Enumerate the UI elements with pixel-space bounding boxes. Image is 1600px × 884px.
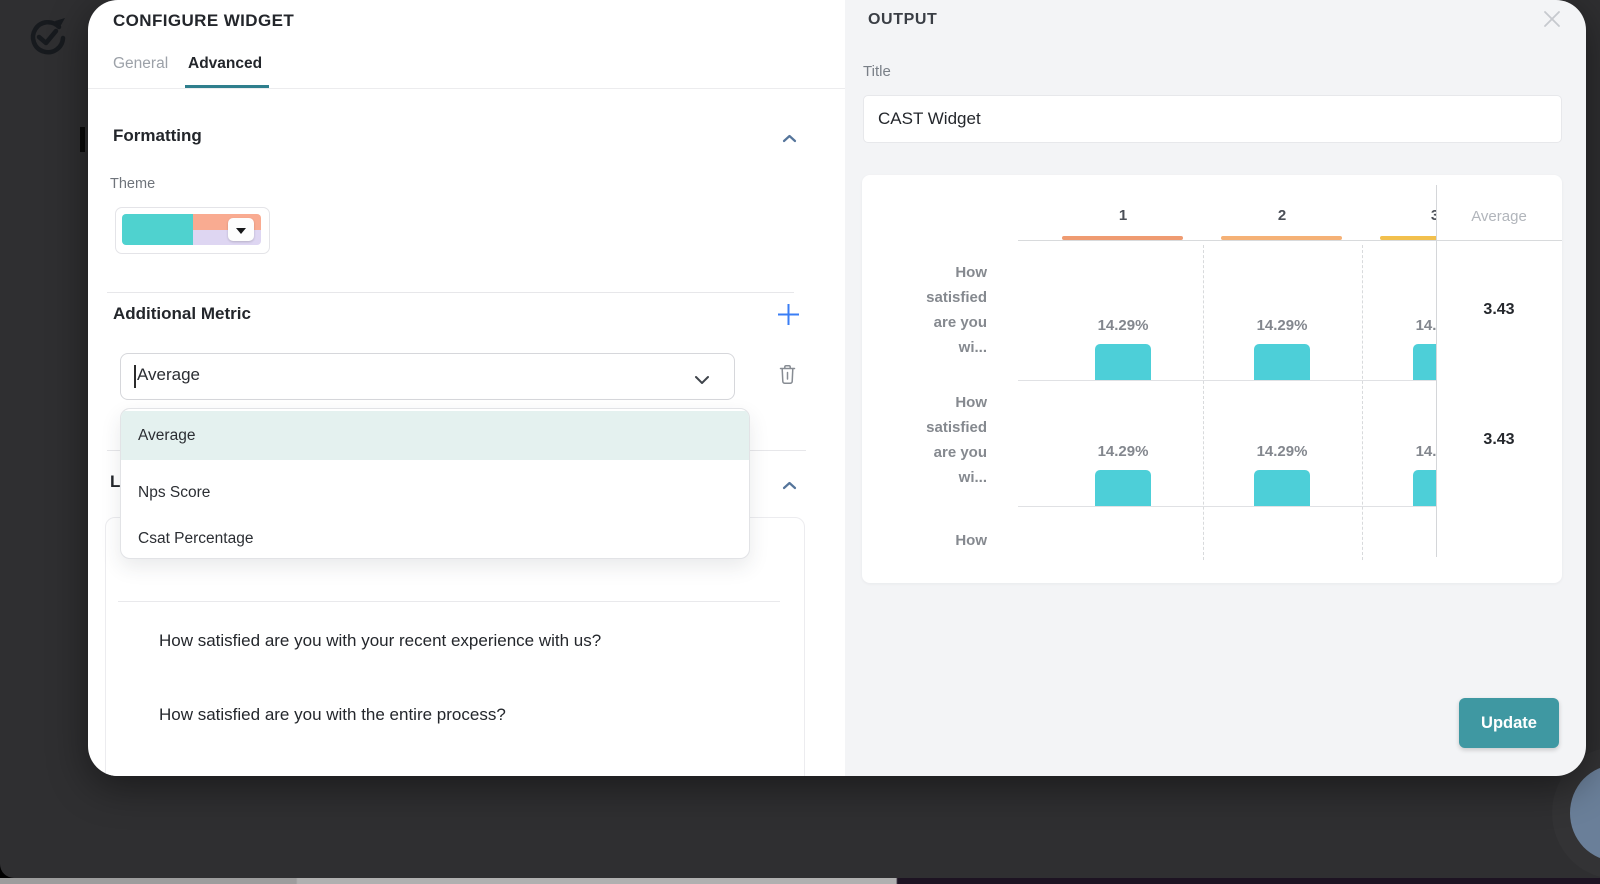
update-button-label: Update	[1481, 713, 1537, 732]
modal-title: CONFIGURE WIDGET	[113, 11, 295, 30]
row-separator	[1018, 380, 1436, 381]
active-tab-underline	[185, 85, 269, 88]
bar-value-label: 14.29%	[1256, 317, 1308, 334]
bar-value-label: 14.29%	[1097, 443, 1149, 460]
bar-value-label: 14.29%	[1415, 443, 1436, 460]
output-panel: OUTPUT Title CAST Widget How satisfied a…	[845, 0, 1586, 776]
theme-swatch	[122, 214, 261, 245]
chart-bar	[1254, 344, 1310, 380]
text-cursor	[134, 365, 136, 388]
configure-widget-modal: CONFIGURE WIDGET General Advanced Format…	[88, 0, 1586, 776]
chart-row-label: How	[955, 532, 987, 549]
column-dashed-separator	[1362, 245, 1363, 560]
widget-title-label: Title	[863, 63, 891, 80]
section-divider	[107, 292, 794, 293]
average-column-header: Average	[1471, 208, 1527, 225]
dropdown-option-csat-percentage[interactable]: Csat Percentage	[138, 530, 254, 547]
column-header-3: 3	[1430, 207, 1436, 224]
add-metric-plus-icon[interactable]	[776, 302, 801, 332]
widget-title-input[interactable]: CAST Widget	[863, 95, 1562, 143]
chart-row-label: How satisfied are you wi...	[926, 264, 987, 356]
column-dashed-separator	[1203, 245, 1204, 560]
chevron-down-icon	[694, 372, 710, 390]
section-divider	[107, 450, 120, 451]
chat-widget-bubble[interactable]	[1570, 765, 1600, 861]
average-column-separator	[1436, 185, 1437, 557]
chart-plot-area: 1 2 3 14.29% 14.29% 14.29% 14.29% 14.29%	[1018, 175, 1436, 565]
bar-value-label: 14.29%	[1415, 317, 1436, 334]
chart-bar	[1413, 344, 1436, 380]
occluded-page-heading	[80, 127, 85, 152]
chart-header-line	[1018, 240, 1562, 241]
questions-card: How satisfied are you with your recent e…	[105, 517, 805, 776]
app-logo	[26, 16, 68, 63]
tabs-divider	[88, 88, 845, 89]
widget-title-value: CAST Widget	[878, 109, 981, 128]
formatting-heading: Formatting	[113, 126, 202, 145]
questions-divider	[118, 601, 780, 602]
section-divider	[748, 450, 806, 451]
question-item: How satisfied are you with your recent e…	[159, 631, 602, 650]
configure-panel: CONFIGURE WIDGET General Advanced Format…	[88, 0, 845, 776]
column-accent-bar	[1062, 236, 1183, 240]
dropdown-option-average[interactable]: Average	[121, 411, 749, 460]
tab-general[interactable]: General	[113, 55, 169, 72]
chart-bar	[1254, 470, 1310, 506]
close-icon[interactable]	[1542, 9, 1562, 34]
column-header-2: 2	[1277, 207, 1287, 224]
chevron-up-icon[interactable]	[782, 477, 797, 495]
chevron-up-icon[interactable]	[782, 130, 797, 148]
delete-metric-trash-icon[interactable]	[778, 363, 797, 391]
tab-advanced[interactable]: Advanced	[188, 55, 263, 72]
metric-select-value: Average	[137, 365, 201, 384]
widget-preview-card: How satisfied are you wi... How satisfie…	[862, 175, 1562, 583]
theme-dropdown-button[interactable]	[228, 218, 254, 241]
row-separator	[1018, 506, 1436, 507]
theme-color-teal	[122, 214, 193, 245]
column-accent-bar	[1221, 236, 1342, 240]
chart-row-label: How satisfied are you wi...	[926, 394, 987, 486]
horizontal-scrollbar[interactable]	[0, 878, 1600, 884]
dropdown-option-nps-score[interactable]: Nps Score	[138, 484, 211, 501]
metric-options-dropdown: Average Nps Score Csat Percentage	[120, 408, 750, 559]
chart-bar	[1095, 470, 1151, 506]
average-value: 3.43	[1483, 431, 1515, 448]
chart-bar	[1413, 470, 1436, 506]
bar-value-label: 14.29%	[1097, 317, 1149, 334]
bar-value-label: 14.29%	[1256, 443, 1308, 460]
occluded-section-heading: L	[110, 472, 121, 491]
update-button[interactable]: Update	[1459, 698, 1559, 748]
column-header-1: 1	[1118, 207, 1128, 224]
metric-select[interactable]: Average	[120, 353, 735, 400]
additional-metric-heading: Additional Metric	[113, 304, 251, 323]
chart-bar	[1095, 344, 1151, 380]
output-heading: OUTPUT	[868, 11, 938, 28]
question-item: How satisfied are you with the entire pr…	[159, 705, 506, 724]
theme-selector[interactable]	[115, 207, 270, 254]
column-accent-bar	[1380, 236, 1436, 240]
caret-down-icon	[236, 221, 246, 239]
theme-label: Theme	[110, 176, 156, 192]
average-value: 3.43	[1483, 301, 1515, 318]
